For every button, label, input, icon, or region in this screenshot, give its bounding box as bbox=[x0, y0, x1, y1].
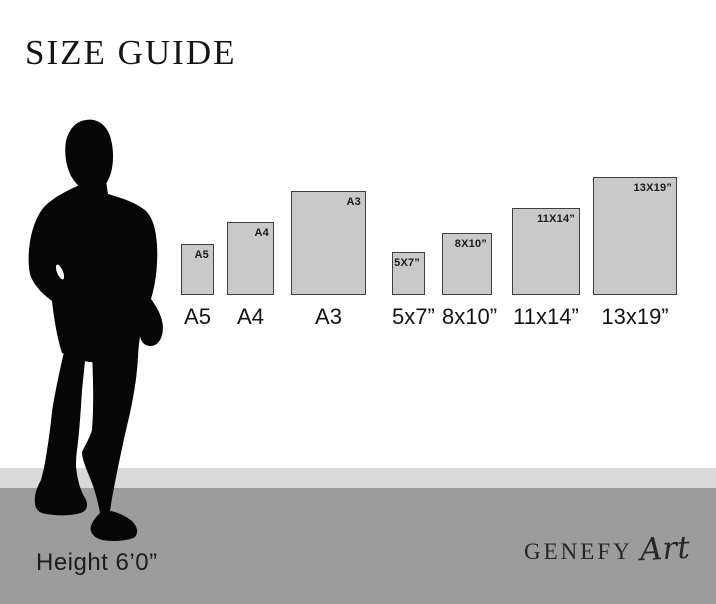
page-title: SIZE GUIDE bbox=[25, 33, 237, 72]
brand-logo: GENEFY Art bbox=[524, 529, 691, 569]
brand-suffix-script: Art bbox=[638, 529, 691, 569]
brand-name: GENEFY bbox=[524, 539, 633, 564]
floor-light-band bbox=[0, 468, 716, 488]
height-reference-label: Height 6’0” bbox=[36, 549, 158, 576]
floor-dark-band bbox=[0, 488, 716, 604]
